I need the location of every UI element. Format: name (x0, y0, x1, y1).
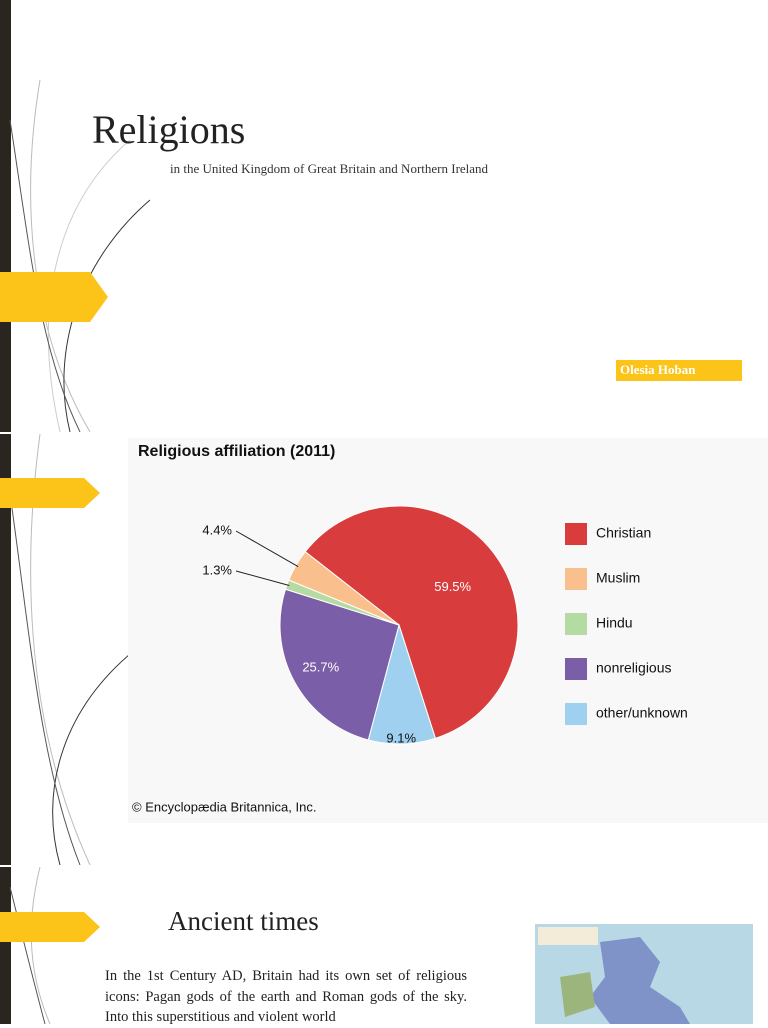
author: Olesia Hoban (616, 360, 742, 381)
slide (0, 867, 768, 1024)
decoration (0, 0, 151, 432)
slide: Religions in the United Kingdom of Great… (0, 0, 768, 432)
section-title: Ancient times (168, 906, 319, 936)
subtitle: in the United Kingdom of Great Britain a… (170, 161, 489, 176)
paragraph: In the 1st Century AD, Britain had its o… (105, 968, 467, 1025)
decoration (0, 867, 753, 1024)
title: Religions (92, 107, 246, 152)
decoration (0, 434, 768, 865)
slide (0, 434, 768, 865)
